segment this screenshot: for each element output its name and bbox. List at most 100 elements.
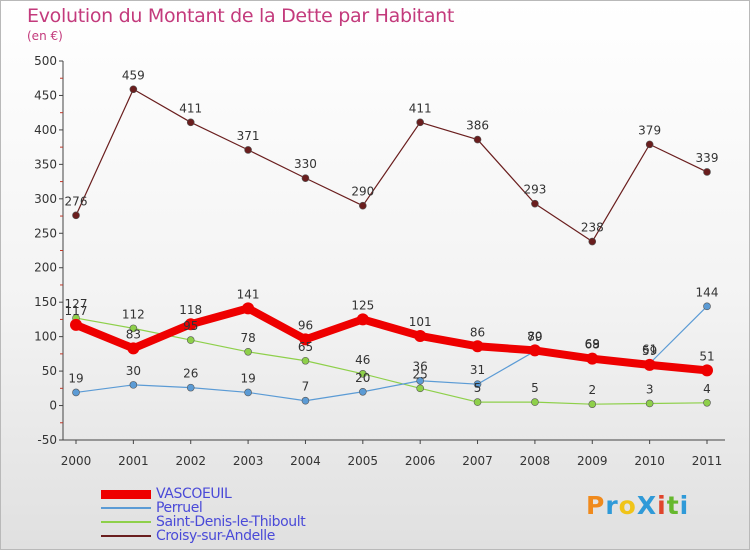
legend-label: Perruel [156,500,203,516]
legend-item: Saint-Denis-le-Thiboult [101,514,306,530]
data-label: 26 [183,367,198,381]
data-point [473,398,482,406]
data-label: 238 [581,221,604,235]
data-label: 5 [531,381,539,395]
legend-label: Saint-Denis-le-Thiboult [156,514,306,530]
data-label: 276 [65,194,88,208]
legend-swatch [101,521,151,523]
data-label: 69 [585,337,600,351]
data-label: 371 [237,129,260,143]
data-point [242,302,255,315]
series-line-VASCOEUIL [74,304,708,375]
data-label: 51 [699,349,714,363]
x-tick-label: 2005 [348,454,379,468]
data-point [645,140,654,149]
legend: VASCOEUIL Perruel Saint-Denis-le-Thiboult C… [101,487,306,543]
data-point [531,199,539,208]
legend-swatch [101,489,151,499]
legend-item: Perruel [101,501,305,515]
y-tick-label: 250 [34,226,57,240]
x-tick-label: 2011 [692,454,723,468]
data-label: 83 [126,327,141,341]
data-label: 379 [638,123,661,137]
data-point [301,356,310,365]
data-point [184,318,197,331]
logo-letter: t [666,491,680,520]
data-point [129,381,138,389]
data-label: 59 [642,344,657,358]
data-label: 386 [466,119,489,133]
data-point [186,118,195,127]
legend-swatch [101,535,151,537]
x-tick-label: 2009 [577,454,608,468]
data-label: 411 [409,101,432,115]
data-label: 78 [240,331,255,345]
x-tick-label: 2000 [61,454,92,468]
data-point [186,383,195,392]
data-label: 80 [527,329,542,343]
data-point [244,388,252,397]
data-label: 7 [302,380,310,394]
data-point [528,344,541,357]
data-point [72,211,80,220]
data-label: 141 [237,287,260,301]
chart-title: Evolution du Montant de la Dette par Hab… [27,5,455,27]
x-tick-label: 2007 [462,454,493,468]
data-label: 2 [588,383,596,397]
data-point [416,118,424,127]
data-point [186,336,195,344]
y-tick-label: 50 [42,364,57,378]
data-point [416,384,424,393]
x-tick-label: 2003 [233,454,264,468]
logo-letter: X [636,491,658,520]
data-label: 30 [126,364,141,378]
data-label: 127 [65,297,88,311]
data-point [588,400,597,408]
data-label: 459 [122,68,145,82]
logo-letter: o [618,491,637,520]
data-label: 112 [122,307,145,321]
y-tick-label: 100 [34,330,57,344]
data-point [703,398,711,407]
data-point [359,387,367,396]
data-label: 293 [523,183,546,197]
data-label: 65 [298,340,313,354]
data-point [129,85,138,94]
data-label: 96 [298,318,313,332]
data-label: 86 [470,325,485,339]
data-point [70,318,82,331]
x-tick-label: 2010 [634,454,665,468]
data-point [473,380,482,388]
x-tick-label: 2008 [520,454,551,468]
data-point [703,302,711,311]
y-tick-label: 150 [34,295,57,309]
logo-letter: r [605,491,619,520]
data-point [531,398,539,406]
data-label: 339 [696,151,719,165]
y-tick-label: 200 [34,261,57,275]
legend-swatch [101,507,151,509]
logo-letter: P [586,491,606,520]
data-label: 19 [240,371,255,385]
data-point [299,333,312,346]
data-point [473,135,482,144]
logo-letter: i [679,491,690,520]
data-label: 19 [68,371,83,385]
data-point [359,370,367,378]
data-label: 3 [646,382,654,396]
data-point [701,364,713,377]
data-label: 118 [179,303,202,317]
legend-item: Croisy-sur-Andelle [101,529,305,543]
chart-subtitle: (en €) [27,29,63,43]
logo-letter: i [657,491,667,520]
data-label: 125 [351,298,374,312]
x-tick-label: 2004 [290,454,321,468]
legend-label: Croisy-sur-Andelle [156,528,275,544]
data-label: 79 [527,330,542,344]
data-point [356,313,369,326]
data-label: 5 [474,381,482,395]
y-tick-label: 300 [34,192,57,206]
data-point [586,352,599,365]
